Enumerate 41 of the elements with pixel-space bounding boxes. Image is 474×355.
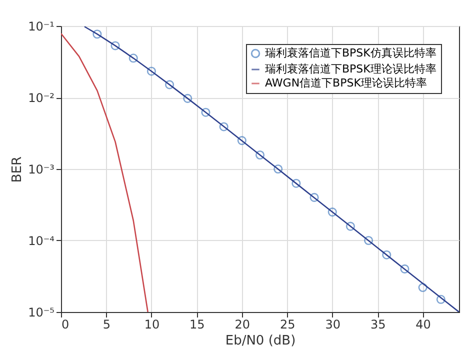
point bbox=[364, 236, 374, 246]
point bbox=[328, 208, 337, 217]
legend-label: AWGN信道下BPSK理论误比特率 bbox=[265, 76, 427, 90]
point bbox=[128, 54, 138, 63]
x-tick-label: 30 bbox=[325, 318, 341, 332]
point bbox=[400, 264, 410, 274]
x-tick-label: 0 bbox=[62, 318, 70, 332]
legend-label: 瑞利衰落信道下BPSK理论误比特率 bbox=[265, 62, 436, 76]
point bbox=[346, 222, 355, 231]
point bbox=[274, 164, 283, 174]
point bbox=[237, 136, 246, 146]
x-tick-label: 10 bbox=[144, 318, 160, 332]
point bbox=[292, 178, 301, 188]
point bbox=[146, 66, 156, 76]
x-tick-label: 40 bbox=[416, 318, 431, 332]
x-tick-label: 15 bbox=[190, 318, 205, 332]
point bbox=[110, 41, 120, 50]
x-tick-label: 35 bbox=[370, 318, 386, 332]
point bbox=[92, 30, 102, 39]
legend-label: 瑞利衰落信道下BPSK仿真误比特率 bbox=[265, 46, 436, 60]
line-series bbox=[84, 26, 459, 312]
point bbox=[418, 283, 428, 292]
point bbox=[183, 94, 192, 103]
point bbox=[382, 250, 392, 260]
line-series bbox=[61, 32, 148, 312]
x-tick-label: 25 bbox=[280, 318, 296, 332]
y-tick-label: 10⁻² bbox=[28, 91, 55, 105]
point bbox=[255, 150, 265, 160]
y-tick-label: 10⁻³ bbox=[28, 162, 55, 176]
y-axis-title: BER bbox=[10, 156, 26, 183]
point bbox=[310, 192, 319, 202]
x-tick-label: 20 bbox=[234, 318, 250, 332]
point bbox=[165, 80, 174, 90]
y-tick-label: 10⁻¹ bbox=[28, 20, 55, 34]
x-tick-label: 5 bbox=[102, 318, 111, 332]
y-tick-label: 10⁻⁵ bbox=[28, 306, 55, 320]
x-axis-title: Eb/N0 (dB) bbox=[225, 334, 296, 348]
point bbox=[201, 108, 210, 117]
point bbox=[219, 122, 228, 132]
y-tick-label: 10⁻⁴ bbox=[28, 234, 55, 248]
point bbox=[436, 294, 446, 304]
